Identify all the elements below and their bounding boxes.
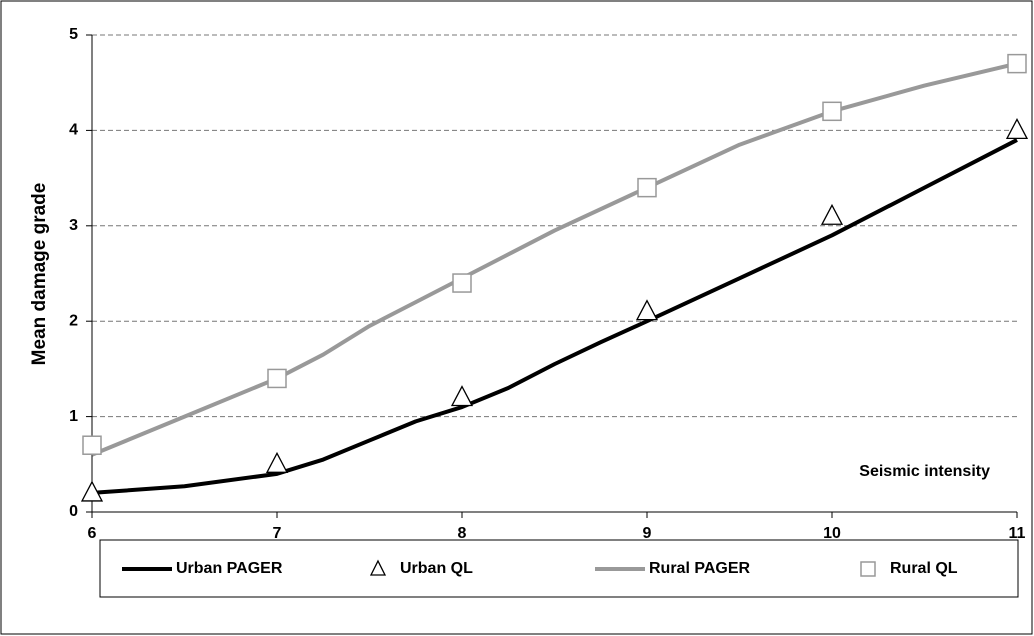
data-point [267,368,287,389]
annotation: Seismic intensity [859,463,990,480]
data-point [450,385,474,407]
y-tick-label: 5 [69,26,78,43]
data-point [635,299,659,321]
legend-label: Urban QL [400,560,473,577]
data-point [1005,118,1029,140]
legend-swatch [369,559,387,576]
x-tick-label: 11 [1009,525,1026,542]
x-tick-label: 8 [458,525,467,542]
data-point [1007,53,1027,74]
x-tick-label: 9 [643,525,652,542]
data-point [82,435,102,455]
y-tick-label: 0 [69,503,78,520]
y-axis-label: Mean damage grade [29,183,50,366]
legend-label: Rural QL [890,560,958,577]
y-tick-label: 2 [69,312,78,329]
data-point [80,480,104,502]
legend-label: Rural PAGER [649,560,751,577]
data-point [822,101,842,122]
legend-swatch [860,561,876,577]
series-line [91,138,1018,495]
x-tick-label: 7 [273,525,282,542]
x-tick-label: 10 [823,525,841,542]
data-point [820,203,844,225]
x-tick-label: 6 [88,525,97,542]
y-tick-label: 3 [69,217,78,234]
y-tick-label: 4 [69,122,78,139]
y-tick-label: 1 [69,408,78,425]
data-point [637,177,657,198]
legend-label: Urban PAGER [176,560,283,577]
data-point [452,273,472,293]
data-point [265,451,289,473]
